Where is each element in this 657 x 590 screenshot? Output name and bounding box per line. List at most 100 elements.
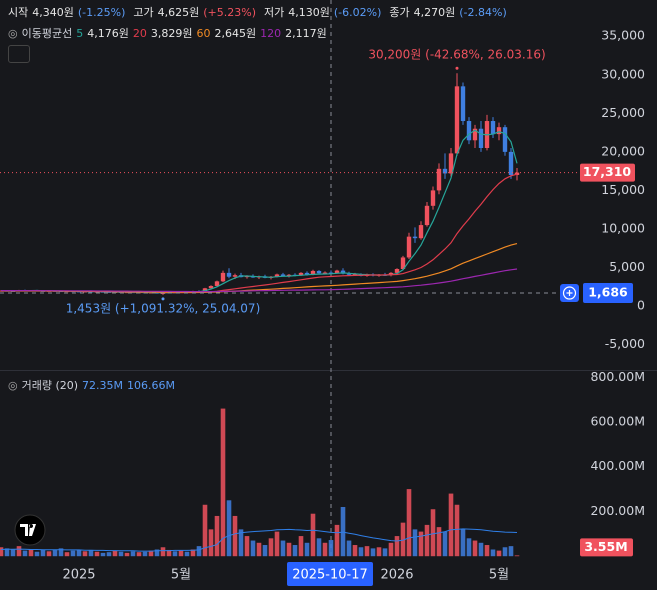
- volume-bar: [88, 549, 94, 557]
- ohlc-value: 4,270원: [413, 6, 456, 19]
- volume-bar: [28, 549, 34, 557]
- candle-body: [322, 272, 328, 274]
- y-tick-label: 800.00M: [590, 369, 645, 384]
- volume-bar: [358, 547, 364, 557]
- candle-body: [490, 121, 496, 135]
- candle-body: [430, 190, 436, 206]
- candle-body: [346, 273, 352, 275]
- candle-body: [424, 205, 430, 226]
- y-tick-label: -5,000: [605, 336, 645, 351]
- volume-bar: [190, 549, 196, 557]
- ma-line: [1, 173, 518, 294]
- logo-mark: [20, 524, 36, 536]
- volume-bar: [154, 549, 160, 557]
- volume-bar: [316, 538, 322, 557]
- volume-bar: [472, 540, 478, 557]
- volume-bar: [406, 489, 412, 557]
- volume-bar: [208, 529, 214, 557]
- y-tick-label: 20,000: [601, 143, 645, 158]
- y-tick-label: 400.00M: [590, 458, 645, 473]
- ma-legend: ◎ 이동평균선 5 4,176원 20 3,829원 60 2,645원 120 2,117원: [8, 25, 327, 41]
- volume-bar: [16, 546, 22, 557]
- volume-bar: [214, 515, 220, 557]
- volume-bar: [4, 548, 10, 557]
- candle-body: [328, 272, 334, 274]
- volume-bar: [424, 524, 430, 557]
- volume-bar: [34, 551, 40, 557]
- volume-bar: [490, 549, 496, 557]
- candle-body: [280, 274, 286, 276]
- candle-body: [334, 270, 340, 274]
- ma-period: 5: [76, 26, 84, 40]
- volume-bar: [196, 546, 202, 557]
- candle-body: [202, 288, 208, 292]
- ma-line: [0, 129, 518, 294]
- ohlc-change: (+5.23%): [203, 5, 256, 19]
- volume-bar: [82, 551, 88, 557]
- volume-bar: [304, 542, 310, 557]
- volume-legend-value: 72.35M: [82, 378, 124, 392]
- volume-bar: [454, 504, 460, 557]
- candle-body: [472, 128, 478, 141]
- candle-body: [388, 272, 394, 276]
- add-alert-icon: [562, 286, 577, 300]
- volume-legend-value: 106.66M: [127, 378, 176, 392]
- ohlc-value: 4,340원: [32, 6, 74, 19]
- candle-body: [508, 151, 514, 175]
- candle-body: [208, 285, 214, 289]
- ma-period: 20: [132, 26, 147, 40]
- high-annotation: 30,200원 (-42.68%, 26.03.16): [368, 48, 545, 62]
- volume-bar: [448, 493, 454, 557]
- volume-bar: [118, 551, 124, 557]
- eye-icon[interactable]: ◎: [8, 26, 18, 40]
- volume-bar: [130, 551, 136, 557]
- candle-body: [106, 291, 112, 293]
- y-tick-label: 600.00M: [590, 414, 645, 429]
- candle-body: [310, 270, 316, 275]
- y-tick-label: 200.00M: [590, 503, 645, 518]
- volume-bar: [232, 515, 238, 557]
- volume-legend: ◎ 거래량 (20) 72.35M 106.66M: [8, 377, 175, 393]
- volume-bar: [514, 555, 520, 557]
- ohlc-change: (-6.02%): [333, 5, 382, 19]
- collapse-button[interactable]: [8, 45, 30, 63]
- eye-icon[interactable]: ◎: [8, 378, 18, 392]
- volume-bar: [442, 531, 448, 557]
- y-tick-label: 30,000: [601, 66, 645, 81]
- volume-bar: [418, 531, 424, 557]
- crosshair-price-label: 1,686: [588, 285, 628, 300]
- volume-bar: [0, 547, 4, 557]
- candle-body: [286, 274, 292, 276]
- candle-body: [220, 272, 226, 282]
- candle-body: [232, 275, 238, 277]
- volume-bar: [10, 549, 16, 557]
- volume-bar: [40, 549, 46, 557]
- volume-bar: [322, 542, 328, 557]
- volume-bar: [496, 550, 502, 557]
- candle-body: [340, 270, 346, 274]
- ma-value: 4,176원: [87, 27, 129, 40]
- volume-bar: [388, 542, 394, 557]
- candle-body: [460, 86, 466, 122]
- candle-body: [214, 281, 220, 286]
- ma-line: [1, 243, 518, 293]
- volume-bar: [328, 540, 334, 557]
- ma-line: [1, 268, 518, 293]
- volume-bar: [202, 504, 208, 557]
- candle-body: [502, 127, 508, 152]
- volume-bar: [346, 540, 352, 557]
- volume-bar: [76, 549, 82, 557]
- volume-bar: [484, 545, 490, 557]
- volume-bar: [250, 540, 256, 557]
- volume-bar: [226, 500, 232, 557]
- last-price-badge: [580, 163, 635, 182]
- candle-body: [394, 269, 400, 273]
- volume-bar: [262, 545, 268, 557]
- volume-bar: [370, 548, 376, 557]
- candle-body: [412, 236, 418, 239]
- volume-bar: [436, 527, 442, 557]
- volume-legend-title: 거래량 (20): [21, 379, 79, 392]
- volume-bar: [160, 547, 166, 557]
- y-tick-label: 10,000: [601, 220, 645, 235]
